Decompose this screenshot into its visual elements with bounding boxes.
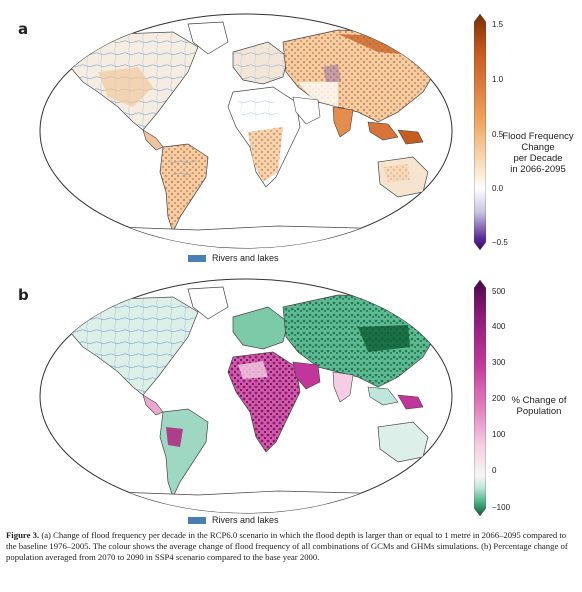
tick-b-0: 500 bbox=[492, 287, 506, 296]
panel-a-colorbar bbox=[473, 13, 487, 251]
colorbar-b-title-line-2: Population bbox=[516, 406, 562, 417]
legend-a-label: Rivers and lakes bbox=[212, 253, 279, 263]
legend-a-swatch bbox=[188, 254, 206, 262]
colorbar-a-title-line-3: per Decade bbox=[513, 153, 563, 164]
tick-b-6: −100 bbox=[492, 503, 511, 512]
caption-text: (a) Change of flood frequency per decade… bbox=[6, 530, 568, 563]
panel-a-letter: a bbox=[18, 20, 29, 38]
tick-a-4: −0.5 bbox=[492, 238, 508, 247]
tick-a-2: 0.5 bbox=[492, 130, 504, 139]
colorbar-a-title-line-2: Change bbox=[521, 142, 555, 153]
legend-b: Rivers and lakes bbox=[188, 515, 279, 525]
panel-b-colorbar bbox=[473, 279, 487, 517]
colorbar-b-title-line-1: % Change of bbox=[511, 395, 567, 406]
tick-a-0: 1.5 bbox=[492, 20, 504, 29]
colorbar-a-title-line-4: in 2066-2095 bbox=[510, 164, 566, 175]
colorbar-b-title: % Change of Population bbox=[500, 395, 578, 417]
tick-b-2: 300 bbox=[492, 358, 506, 367]
flood-frequency-map bbox=[39, 13, 453, 249]
tick-b-5: 0 bbox=[492, 466, 497, 475]
figure-caption: Figure 3. (a) Change of flood frequency … bbox=[6, 530, 574, 564]
colorbar-a-title: Flood Frequency Change per Decade in 206… bbox=[496, 131, 580, 175]
colorbar-a-gradient bbox=[473, 13, 487, 251]
legend-a: Rivers and lakes bbox=[188, 253, 279, 263]
colorbar-a-title-line-1: Flood Frequency bbox=[502, 131, 574, 142]
tick-a-3: 0.0 bbox=[492, 184, 504, 193]
panel-a-map bbox=[38, 12, 454, 250]
legend-b-swatch bbox=[188, 516, 206, 524]
population-change-map bbox=[39, 278, 453, 514]
colorbar-b-gradient bbox=[473, 279, 487, 517]
tick-b-3: 200 bbox=[492, 394, 506, 403]
tick-a-1: 1.0 bbox=[492, 75, 504, 84]
legend-b-label: Rivers and lakes bbox=[212, 515, 279, 525]
tick-b-4: 100 bbox=[492, 430, 506, 439]
figure-label: Figure 3. bbox=[6, 530, 40, 540]
panel-b-letter: b bbox=[18, 286, 29, 304]
panel-b-map bbox=[38, 277, 454, 515]
tick-b-1: 400 bbox=[492, 322, 506, 331]
